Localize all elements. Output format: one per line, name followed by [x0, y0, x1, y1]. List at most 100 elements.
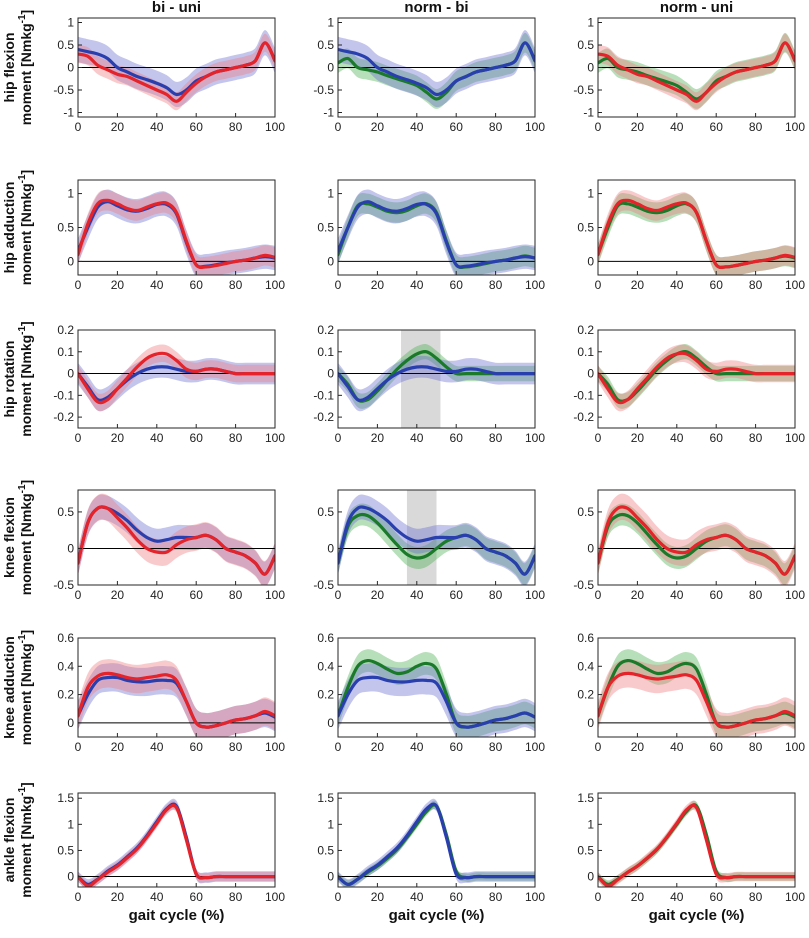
y-tick-label: 0	[587, 367, 594, 381]
x-tick-label: 0	[595, 120, 602, 134]
axes-box	[597, 489, 796, 586]
bi-sd-band	[78, 355, 275, 412]
uni-mean-line	[598, 351, 795, 405]
x-tick-label: 20	[111, 588, 125, 602]
bi-mean-line	[338, 675, 535, 729]
y-tick-label: -0.5	[53, 578, 74, 592]
x-tick-label: 60	[190, 278, 204, 292]
y-tick-label: 1	[327, 16, 334, 30]
x-tick-label: 80	[749, 740, 763, 754]
y-tick-label: -0.5	[313, 578, 334, 592]
x-axis-label: gait cycle (%)	[649, 907, 745, 924]
x-tick-label: 80	[229, 890, 243, 904]
y-tick-label: 1	[327, 187, 334, 201]
x-tick-label: 80	[229, 431, 243, 445]
subplot-hip-rotation-2: 0.20.10-0.1-0.20 20 40 60 80 100	[313, 323, 545, 445]
subplot-knee-flexion-1: 0.50-0.50 20 40 60 80 100	[53, 489, 285, 602]
x-tick-label: 100	[265, 588, 285, 602]
y-tick-label: -0.2	[313, 410, 334, 424]
x-tick-label: 80	[489, 740, 503, 754]
x-tick-label: 100	[525, 278, 545, 292]
x-tick-label: 20	[111, 120, 125, 134]
y-tick-label: -0.5	[573, 83, 594, 97]
x-tick-label: 40	[150, 740, 164, 754]
bi-mean-line	[338, 365, 535, 402]
uni-sd-band	[78, 493, 275, 585]
y-tick-label: 0	[67, 367, 74, 381]
y-tick-label: -0.1	[573, 388, 594, 402]
axes-box	[337, 329, 536, 429]
x-tick-label: 40	[410, 588, 424, 602]
x-tick-label: 40	[670, 740, 684, 754]
y-tick-label: 0.6	[57, 631, 74, 645]
x-tick-label: 100	[785, 431, 805, 445]
y-tick-label: 1.5	[57, 791, 74, 805]
y-tick-label: 0	[67, 541, 74, 555]
y-tick-label: 1	[587, 817, 594, 831]
x-tick-label: 0	[595, 740, 602, 754]
column-title: norm - bi	[404, 0, 468, 16]
y-tick-label: 0	[327, 254, 334, 268]
uni-mean-line	[598, 41, 795, 103]
x-tick-label: 100	[785, 740, 805, 754]
x-tick-label: 60	[710, 278, 724, 292]
x-tick-label: 20	[111, 278, 125, 292]
x-tick-label: 0	[595, 890, 602, 904]
x-tick-label: 40	[670, 588, 684, 602]
subplot-ankle-flexion-1: 1.5 1 0.5 00 20 40 60 80 100 gait cycle (%)	[57, 791, 285, 924]
y-tick-label: 1.5	[317, 791, 334, 805]
x-tick-label: 40	[150, 588, 164, 602]
column-title: norm - uni	[660, 0, 733, 16]
x-tick-label: 80	[229, 278, 243, 292]
y-tick-label: 1	[67, 16, 74, 30]
x-tick-label: 60	[450, 278, 464, 292]
x-tick-label: 0	[335, 588, 342, 602]
x-tick-label: 0	[335, 278, 342, 292]
y-tick-label: 0.2	[317, 323, 334, 337]
y-tick-label: 0.5	[317, 38, 334, 52]
y-tick-label: 0.2	[577, 688, 594, 702]
y-tick-label: 0.1	[57, 345, 74, 359]
axes-box	[337, 792, 536, 888]
x-tick-label: 0	[75, 431, 82, 445]
subplot-ankle-flexion-3: 1.5 1 0.5 00 20 40 60 80 100 gait cycle (%)	[577, 791, 805, 924]
subplot-hip-adduction-2: 1 0.5 00 20 40 60 80 100	[317, 179, 545, 292]
x-tick-label: 40	[670, 890, 684, 904]
y-tick-label: 0.5	[317, 505, 334, 519]
x-tick-label: 60	[190, 588, 204, 602]
x-tick-label: 40	[410, 431, 424, 445]
y-tick-label: 0.2	[577, 323, 594, 337]
x-tick-label: 40	[670, 120, 684, 134]
uni-mean-line	[78, 505, 275, 576]
column-title: bi - uni	[152, 0, 201, 16]
uni-mean-line	[78, 671, 275, 729]
axes-box	[337, 489, 536, 586]
x-tick-label: 20	[631, 890, 645, 904]
y-tick-label: -1	[323, 106, 334, 120]
y-tick-label: 0	[67, 870, 74, 884]
x-tick-label: 0	[595, 588, 602, 602]
x-tick-label: 20	[111, 431, 125, 445]
significance-region	[401, 330, 441, 428]
x-tick-label: 0	[75, 740, 82, 754]
x-tick-label: 0	[595, 278, 602, 292]
bi-sd-band	[338, 663, 535, 737]
x-tick-label: 60	[450, 740, 464, 754]
x-tick-label: 100	[525, 890, 545, 904]
subplot-knee-flexion-2: 0.50-0.50 20 40 60 80 100	[313, 489, 545, 602]
x-tick-label: 0	[75, 120, 82, 134]
x-tick-label: 20	[631, 588, 645, 602]
norm-sd-band	[338, 192, 535, 275]
y-tick-label: 1	[587, 187, 594, 201]
y-tick-label: 0	[327, 716, 334, 730]
uni-mean-line	[598, 198, 795, 269]
x-tick-label: 20	[631, 740, 645, 754]
subplot-hip-flexion-3: 10.50-0.5-10 20 40 60 80 100	[573, 16, 805, 135]
y-tick-label: 0	[327, 367, 334, 381]
x-tick-label: 80	[489, 278, 503, 292]
x-tick-label: 40	[150, 278, 164, 292]
x-tick-label: 60	[710, 120, 724, 134]
y-tick-label: 0	[587, 870, 594, 884]
y-axis-label: knee adductionmoment [Nmkg-1]	[1, 630, 34, 745]
